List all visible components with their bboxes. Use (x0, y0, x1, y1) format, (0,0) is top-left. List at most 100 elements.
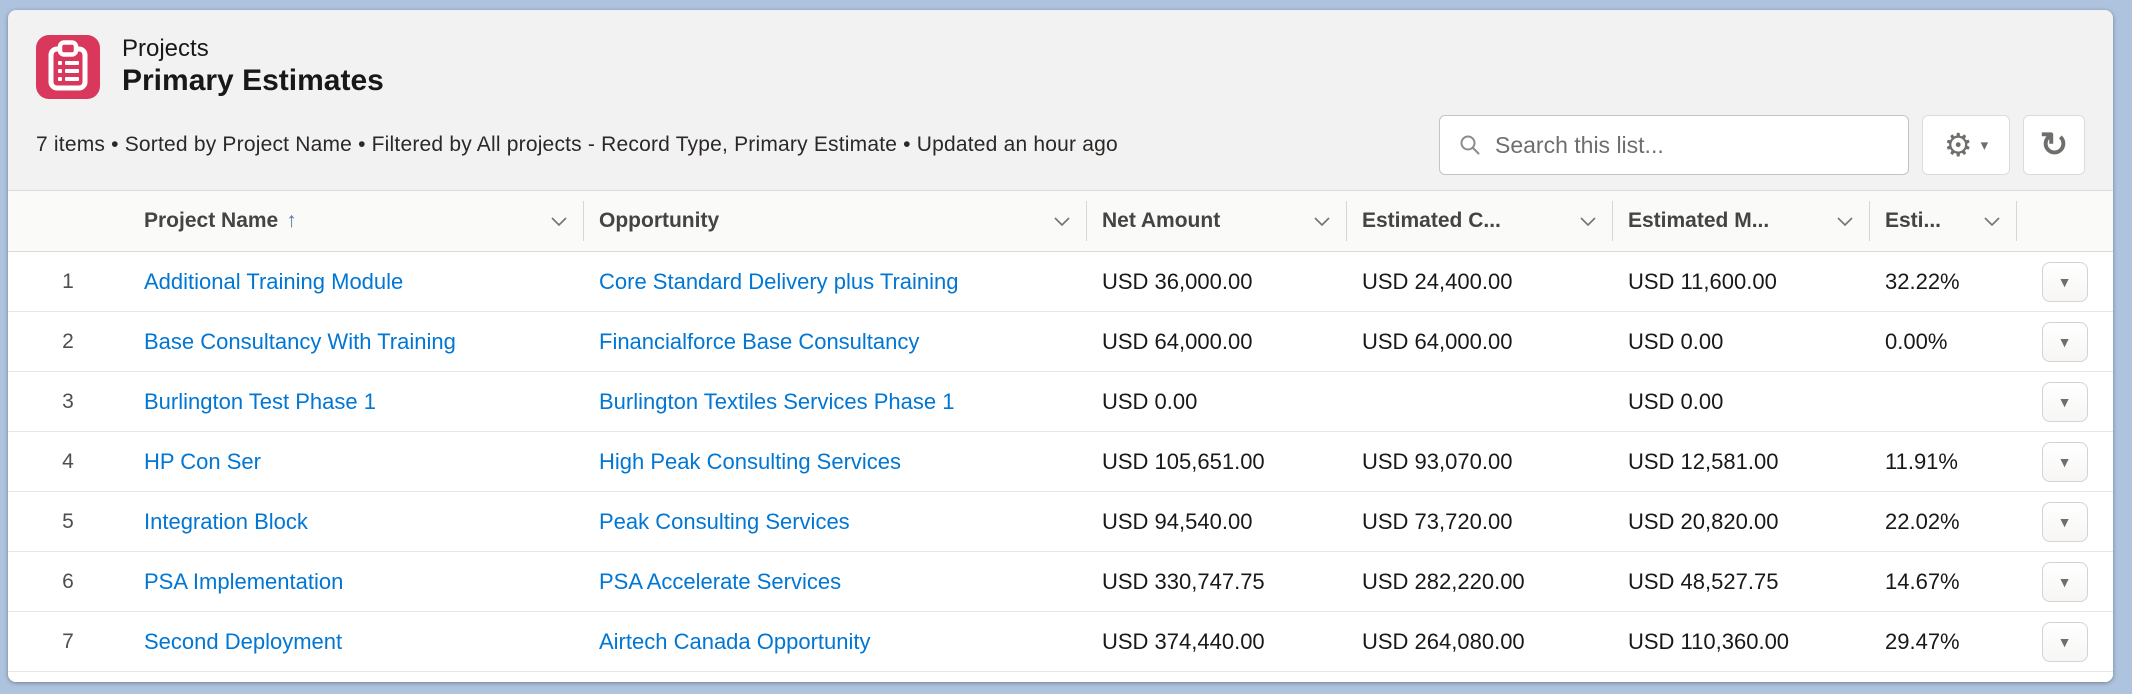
estimated-margin-cell: USD 110,360.00 (1628, 628, 1790, 654)
column-menu-chevron-icon[interactable] (1044, 216, 1070, 226)
estimated-pct-cell: 0.00% (1885, 328, 1948, 354)
entity-label: Projects (122, 35, 209, 63)
dropdown-triangle-icon: ▼ (2057, 333, 2072, 350)
estimated-cost-cell: USD 73,720.00 (1362, 508, 1513, 534)
project-name-link[interactable]: PSA Implementation (144, 568, 344, 594)
table-row: 4 HP Con Ser High Peak Consulting Servic… (8, 432, 2113, 492)
estimated-pct-cell: 22.02% (1885, 508, 1960, 534)
opportunity-link[interactable]: High Peak Consulting Services (599, 448, 902, 474)
column-header-row-number (8, 191, 128, 251)
column-header-project-name[interactable]: Project Name ↑ (128, 191, 583, 251)
projects-object-icon (36, 35, 100, 99)
project-name-link[interactable]: HP Con Ser (144, 448, 261, 474)
estimated-margin-cell: USD 20,820.00 (1628, 508, 1779, 534)
column-menu-chevron-icon[interactable] (1304, 216, 1330, 226)
table-row: 6 PSA Implementation PSA Accelerate Serv… (8, 552, 2113, 612)
column-label: Estimated M... (1628, 209, 1770, 232)
search-icon (1458, 133, 1482, 157)
opportunity-link[interactable]: Peak Consulting Services (599, 508, 850, 534)
row-number: 4 (62, 449, 74, 473)
estimated-pct-cell: 14.67% (1885, 568, 1960, 594)
column-menu-chevron-icon[interactable] (1974, 216, 2000, 226)
projects-table: Project Name ↑ Opportunity Net Amount (8, 190, 2113, 682)
net-amount-cell: USD 374,440.00 (1102, 628, 1265, 654)
estimated-cost-cell: USD 24,400.00 (1362, 268, 1513, 294)
column-label: Estimated C... (1362, 209, 1501, 232)
table-row: 1 Additional Training Module Core Standa… (8, 252, 2113, 312)
column-menu-chevron-icon[interactable] (541, 216, 567, 226)
search-input[interactable] (1495, 131, 1890, 159)
refresh-icon: ↻ (2039, 126, 2069, 164)
opportunity-link[interactable]: Core Standard Delivery plus Training (599, 268, 959, 294)
row-number: 2 (62, 329, 74, 353)
net-amount-cell: USD 105,651.00 (1102, 448, 1265, 474)
column-header-opportunity[interactable]: Opportunity (583, 191, 1086, 251)
list-toolbar: ⚙ ▾ ↻ (1439, 115, 2085, 175)
row-number: 5 (62, 509, 74, 533)
column-label: Net Amount (1102, 209, 1221, 232)
table-row: 2 Base Consultancy With Training Financi… (8, 312, 2113, 372)
dropdown-triangle-icon: ▼ (2057, 393, 2072, 410)
column-header-net-amount[interactable]: Net Amount (1086, 191, 1346, 251)
table-row: 3 Burlington Test Phase 1 Burlington Tex… (8, 372, 2113, 432)
list-view-card: Projects Primary Estimates 7 items • Sor… (8, 10, 2113, 682)
dropdown-triangle-icon: ▼ (2057, 573, 2072, 590)
dropdown-triangle-icon: ▼ (2057, 633, 2072, 650)
estimated-cost-cell: USD 64,000.00 (1362, 328, 1513, 354)
estimated-margin-cell: USD 48,527.75 (1628, 568, 1779, 594)
search-box[interactable] (1439, 115, 1909, 175)
column-header-row-actions (2016, 191, 2113, 251)
project-name-link[interactable]: Second Deployment (144, 628, 343, 654)
estimated-cost-cell: USD 264,080.00 (1362, 628, 1525, 654)
estimated-margin-cell: USD 11,600.00 (1628, 268, 1777, 294)
column-label: Opportunity (599, 209, 720, 232)
dropdown-triangle-icon: ▼ (2057, 453, 2072, 470)
gear-icon: ⚙ (1943, 127, 1973, 163)
list-settings-button[interactable]: ⚙ ▾ (1922, 115, 2010, 175)
dropdown-triangle-icon: ▼ (2057, 513, 2072, 530)
estimated-cost-cell: USD 282,220.00 (1362, 568, 1525, 594)
project-name-link[interactable]: Additional Training Module (144, 268, 404, 294)
list-summary: 7 items • Sorted by Project Name • Filte… (36, 133, 1118, 156)
row-actions-button[interactable]: ▼ (2041, 621, 2088, 662)
refresh-button[interactable]: ↻ (2023, 115, 2085, 175)
project-name-link[interactable]: Burlington Test Phase 1 (144, 388, 376, 414)
estimated-pct-cell: 32.22% (1885, 268, 1960, 294)
opportunity-link[interactable]: Airtech Canada Opportunity (599, 628, 871, 654)
net-amount-cell: USD 64,000.00 (1102, 328, 1253, 354)
opportunity-link[interactable]: PSA Accelerate Services (599, 568, 842, 594)
estimated-pct-cell: 11.91% (1885, 448, 1958, 474)
row-actions-button[interactable]: ▼ (2041, 501, 2088, 542)
page-title: Primary Estimates (122, 63, 384, 97)
dropdown-triangle-icon: ▼ (2057, 273, 2072, 290)
column-menu-chevron-icon[interactable] (1570, 216, 1596, 226)
column-header-estimated-cost[interactable]: Estimated C... (1346, 191, 1612, 251)
estimated-margin-cell: USD 0.00 (1628, 328, 1724, 354)
column-header-estimated-margin[interactable]: Estimated M... (1612, 191, 1869, 251)
column-menu-chevron-icon[interactable] (1827, 216, 1853, 226)
project-name-link[interactable]: Integration Block (144, 508, 308, 534)
row-number: 3 (62, 389, 74, 413)
sort-asc-icon: ↑ (286, 209, 297, 232)
net-amount-cell: USD 330,747.75 (1102, 568, 1265, 594)
opportunity-link[interactable]: Financialforce Base Consultancy (599, 328, 920, 354)
estimated-margin-cell: USD 0.00 (1628, 388, 1724, 414)
row-number: 6 (62, 569, 74, 593)
opportunity-link[interactable]: Burlington Textiles Services Phase 1 (599, 388, 955, 414)
row-actions-button[interactable]: ▼ (2041, 321, 2088, 362)
net-amount-cell: USD 36,000.00 (1102, 268, 1253, 294)
net-amount-cell: USD 0.00 (1102, 388, 1198, 414)
row-number: 1 (62, 269, 74, 293)
row-number: 7 (62, 629, 74, 653)
row-actions-button[interactable]: ▼ (2041, 561, 2088, 602)
row-actions-button[interactable]: ▼ (2041, 441, 2088, 482)
project-name-link[interactable]: Base Consultancy With Training (144, 328, 456, 354)
table-header-row: Project Name ↑ Opportunity Net Amount (8, 190, 2113, 252)
row-actions-button[interactable]: ▼ (2041, 261, 2088, 302)
chevron-down-icon: ▾ (1980, 137, 1989, 154)
column-header-estimated-pct[interactable]: Esti... (1869, 191, 2016, 251)
table-row: 7 Second Deployment Airtech Canada Oppor… (8, 612, 2113, 672)
column-label: Project Name (144, 209, 279, 232)
list-view-header: Projects Primary Estimates 7 items • Sor… (8, 10, 2113, 190)
row-actions-button[interactable]: ▼ (2041, 381, 2088, 422)
